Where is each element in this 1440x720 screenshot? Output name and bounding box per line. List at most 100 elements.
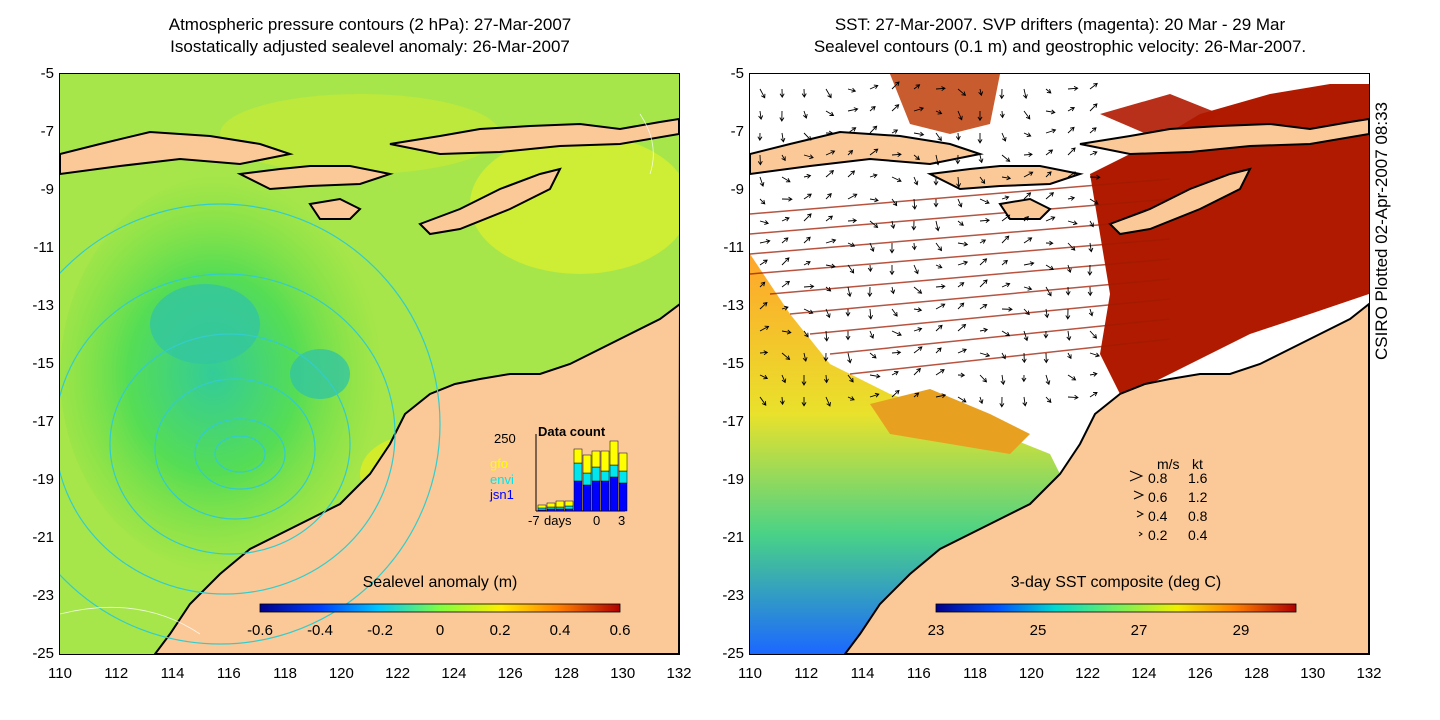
left-title-line2: Isostatically adjusted sealevel anomaly:… [170,37,570,56]
velocity-arrow [891,176,902,183]
velocity-arrow [824,330,829,342]
velocity-arrow [869,242,875,252]
velocity-arrow [913,131,925,137]
inset-bar [618,482,628,512]
velocity-arrow [1001,154,1011,162]
velocity-arrow [868,308,874,320]
velocity-arrow [867,286,873,298]
velocity-arrow [759,281,766,288]
velocity-arrow [913,106,925,112]
velocity-arrow [1089,220,1094,228]
velocity-arrow [759,374,769,380]
inset-bar [555,500,565,508]
legend-header-ms: m/s [1157,456,1180,472]
right-title-line2: Sealevel contours (0.1 m) and geostrophi… [813,37,1307,56]
sealevel-map-svg [60,74,679,654]
velocity-arrow [1023,237,1033,244]
velocity-arrow [1023,308,1030,316]
velocity-arrow [1023,132,1032,137]
velocity-arrow [847,193,858,200]
velocity-arrow [1045,374,1051,386]
velocity-arrow [891,104,900,112]
legend-row3-kt: 0.8 [1188,508,1208,524]
sumba-island [308,197,362,220]
inset-bar [573,448,583,464]
velocity-arrow [869,352,877,359]
legend-row4-kt: 0.4 [1188,527,1208,543]
velocity-arrow [781,305,789,311]
velocity-arrow [823,374,829,384]
velocity-arrow [847,264,855,274]
velocity-arrow [891,152,902,158]
sealevel-colorbar-label: Sealevel anomaly (m) [362,574,518,591]
left-y-tick: -21 [32,529,54,546]
velocity-arrow [757,154,763,166]
sl-tick-5: 0.4 [549,622,571,639]
velocity-arrow [1023,330,1029,342]
velocity-arrow [1001,330,1011,337]
left-map-title: Atmospheric pressure contours (2 hPa): 2… [60,14,680,58]
velocity-arrow [867,264,873,273]
low-sealevel-region [60,174,400,574]
velocity-arrow [979,304,988,310]
velocity-arrow [1045,264,1054,271]
velocity-legend-arrows [1129,470,1145,537]
velocity-arrow [935,86,946,92]
inset-bar [573,480,583,512]
right-x-tick: 114 [850,665,875,682]
velocity-arrow [891,371,899,376]
right-y-tick: -7 [730,123,744,140]
velocity-arrow [1022,396,1028,407]
geostrophic-velocity-arrows [757,81,1101,408]
velocity-arrow [846,286,852,298]
flores-islands-sst [1079,117,1369,156]
right-x-tick: 126 [1187,665,1213,682]
velocity-arrow [935,324,943,332]
velocity-arrow [979,218,990,223]
right-x-tick: 116 [906,665,931,682]
velocity-arrow [913,264,919,275]
velocity-arrow [977,132,983,144]
eastern-warm-sst [1090,84,1369,394]
java-bali-island [60,130,294,176]
australia-landmass-sst [843,302,1369,654]
right-y-tick: -5 [730,65,744,82]
velocity-arrow [913,327,923,332]
velocity-arrow [869,84,879,90]
velocity-arrow [1067,147,1076,156]
velocity-arrow [803,110,808,119]
sst-tick-1: 25 [1029,622,1047,639]
velocity-arrow [891,389,900,398]
right-y-tick: -9 [730,181,744,198]
velocity-arrow [1023,261,1035,267]
velocity-arrow [978,88,984,97]
left-x-tick: 116 [216,665,241,682]
velocity-arrow [1001,282,1011,288]
inset-x-zero: 0 [593,513,601,528]
velocity-arrow [957,110,963,121]
velocity-arrow [1001,306,1013,312]
velocity-arrow [977,110,983,122]
legend-header-kt: kt [1192,456,1203,472]
velocity-arrow [1067,352,1072,360]
velocity-arrow [781,237,789,244]
inset-bar [609,476,619,512]
velocity-arrow [935,242,943,252]
right-y-tick: -13 [722,297,744,314]
inset-bar [600,450,610,472]
inset-bar [555,508,565,512]
velocity-arrow [758,110,764,121]
sl-tick-1: -0.4 [307,622,333,639]
velocity-arrow [1067,394,1079,400]
velocity-arrow [1065,308,1071,320]
velocity-arrow [803,193,812,200]
velocity-arrow [935,132,942,142]
velocity-arrow [847,127,857,134]
velocity-arrow [781,257,790,266]
velocity-arrow [759,325,770,332]
velocity-arrow [825,215,834,222]
velocity-arrow [913,176,919,186]
inset-bar [591,450,601,468]
right-x-tick: 132 [1356,665,1382,682]
inset-bar [546,508,556,512]
